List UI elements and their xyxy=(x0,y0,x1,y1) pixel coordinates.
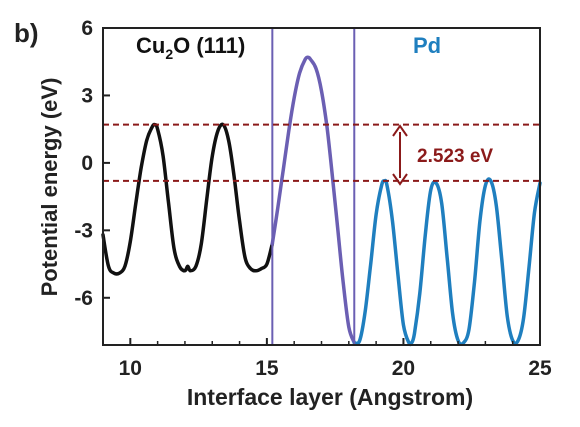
series-line-1 xyxy=(270,55,357,345)
energy-gap-label: 2.523 eV xyxy=(417,146,493,167)
reference-lines xyxy=(103,123,540,182)
energy-gap-arrow-head-bottom xyxy=(392,173,408,186)
x-tick-label: 15 xyxy=(255,357,279,380)
region-label-cu2o-main: Cu xyxy=(136,33,165,58)
y-tick-label: -6 xyxy=(74,287,93,310)
x-tick-label: 10 xyxy=(119,357,142,380)
y-axis-label: Potential energy (eV) xyxy=(37,78,62,297)
energy-gap-arrow-head-top xyxy=(392,124,408,137)
y-tick-label: 3 xyxy=(81,84,93,107)
x-ticks: 10 15 20 25 xyxy=(102,338,552,380)
interface-lines xyxy=(271,28,356,345)
y-tick-label: 6 xyxy=(81,17,93,40)
region-label-cu2o-rest: O (111) xyxy=(173,33,245,58)
y-tick-label: 0 xyxy=(81,152,93,175)
series-layer xyxy=(101,55,542,347)
series-line-0 xyxy=(101,122,275,276)
energy-gap-arrow xyxy=(392,124,408,186)
panel-label: b) xyxy=(14,18,39,48)
series-line-2 xyxy=(352,177,542,347)
y-tick-label: -3 xyxy=(74,219,93,242)
region-label-cu2o: Cu2O (111) xyxy=(136,33,245,62)
region-label-pd: Pd xyxy=(413,33,441,58)
y-ticks: -6 -3 0 3 6 xyxy=(74,17,110,310)
region-label-cu2o-sub: 2 xyxy=(165,46,173,62)
x-axis-label: Interface layer (Angstrom) xyxy=(187,384,473,410)
x-tick-label: 20 xyxy=(392,357,415,380)
x-tick-label: 25 xyxy=(528,357,552,380)
